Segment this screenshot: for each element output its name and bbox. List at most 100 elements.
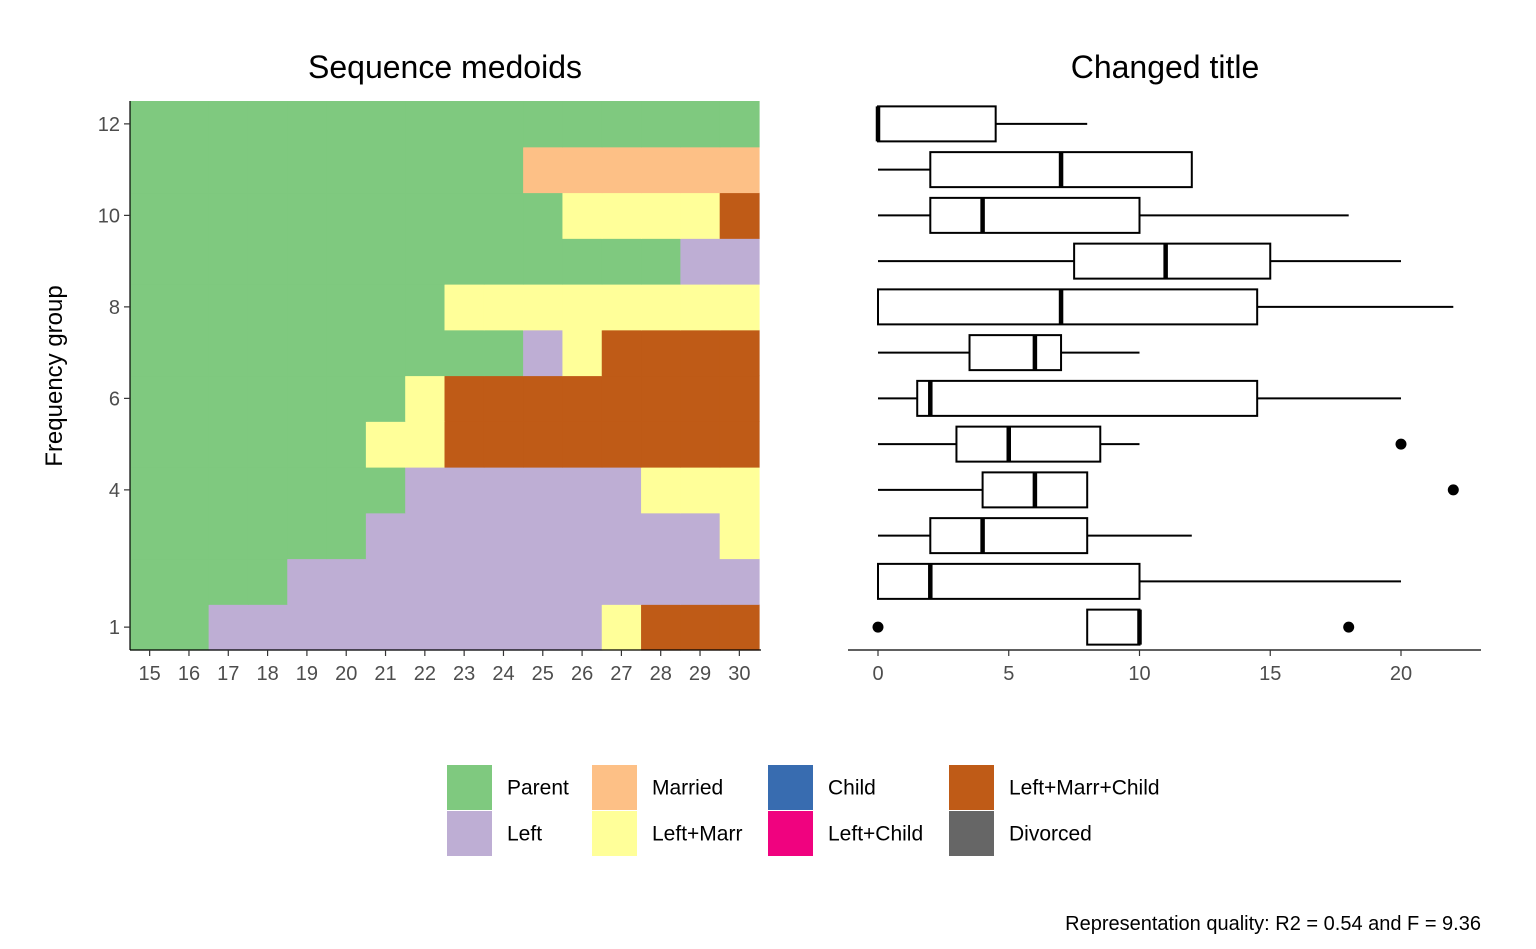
x-tick-label: 22	[414, 663, 436, 685]
heatmap-cell	[130, 375, 170, 422]
heatmap-cell	[562, 421, 603, 468]
heatmap-cell	[208, 329, 249, 377]
heatmap-cell	[444, 375, 485, 422]
heatmap-cell	[523, 101, 564, 148]
heatmap-cell	[326, 512, 367, 560]
heatmap-cell	[680, 238, 721, 285]
boxplot-group-9	[878, 242, 1401, 280]
heatmap-cell	[444, 558, 485, 605]
heatmap-cell	[680, 101, 721, 148]
heatmap-cell	[641, 101, 681, 148]
heatmap-cell	[405, 192, 446, 239]
heatmap-cell	[562, 604, 603, 651]
legend-item: Divorced	[949, 811, 1092, 856]
x-tick-label: 17	[217, 663, 239, 685]
outlier-point	[1447, 484, 1459, 496]
heatmap-cell	[287, 512, 328, 560]
heatmap-cell	[405, 604, 446, 651]
heatmap-cell	[130, 604, 170, 651]
legend-swatch	[592, 811, 637, 856]
legend-swatch	[768, 811, 813, 856]
heatmap-cell	[523, 512, 564, 560]
heatmap-cell	[130, 238, 170, 285]
heatmap-cell	[680, 467, 721, 514]
heatmap-cell	[641, 284, 681, 331]
heatmap-cell	[483, 512, 524, 560]
heatmap-cell	[169, 375, 210, 422]
x-tick-label: 28	[650, 663, 672, 685]
x-tick-label: 0	[872, 663, 883, 685]
box	[1073, 242, 1272, 280]
heatmap-cell	[719, 329, 760, 377]
box	[877, 105, 997, 143]
heatmap-cell	[680, 421, 721, 468]
heatmap-cell	[326, 421, 367, 468]
heatmap-cell	[405, 284, 446, 331]
heatmap-cell	[601, 238, 642, 285]
heatmap-cell	[247, 558, 288, 605]
heatmap-cell	[444, 238, 485, 285]
heatmap-cell	[601, 329, 642, 377]
legend-label: Married	[652, 777, 723, 800]
heatmap-cell	[169, 192, 210, 239]
legend: Parent Left Married Left+Marr Child Left+Chil…	[447, 765, 1160, 856]
heatmap-cells	[130, 101, 760, 651]
heatmap-cell	[444, 421, 485, 468]
heatmap-cell	[601, 192, 642, 239]
legend-label: Divorced	[1009, 823, 1092, 846]
heatmap-cell	[169, 512, 210, 560]
heatmap-cell	[523, 375, 564, 422]
heatmap-cell	[405, 512, 446, 560]
x-tick-label: 20	[1390, 663, 1412, 685]
heatmap-cell	[405, 329, 446, 377]
x-tick-label: 15	[1259, 663, 1281, 685]
box	[1086, 608, 1141, 646]
boxplot-group-7	[878, 334, 1140, 372]
heatmap-cell	[130, 146, 170, 194]
heatmap-cell	[287, 192, 328, 239]
boxplot-group-4	[878, 471, 1459, 509]
heatmap-cell	[365, 604, 406, 651]
box	[929, 196, 1141, 234]
heatmap-cell	[523, 146, 564, 194]
heatmap-cell	[641, 512, 681, 560]
heatmap-cell	[523, 558, 564, 605]
heatmap-cell	[680, 146, 721, 194]
legend-swatch	[768, 765, 813, 810]
heatmap-cell	[483, 284, 524, 331]
box	[877, 288, 1259, 326]
boxplot-group-12	[875, 105, 1088, 143]
box	[968, 334, 1063, 372]
heatmap-cell	[326, 192, 367, 239]
heatmap-cell	[601, 146, 642, 194]
heatmap-cell	[405, 421, 446, 468]
heatmap-cell	[719, 101, 760, 148]
heatmap-cell	[562, 329, 603, 377]
heatmap-cell	[641, 329, 681, 377]
boxplot-group-2	[877, 562, 1401, 600]
heatmap-cell	[719, 558, 760, 605]
y-tick-label: 1	[109, 617, 120, 639]
heatmap-cell	[680, 512, 721, 560]
x-tick-label: 21	[374, 663, 396, 685]
heatmap-cell	[130, 284, 170, 331]
heatmap-cell	[130, 421, 170, 468]
legend-label: Child	[828, 777, 876, 800]
heatmap-cell	[169, 284, 210, 331]
heatmap-cell	[405, 467, 446, 514]
heatmap-cell	[444, 329, 485, 377]
heatmap-cell	[680, 604, 721, 651]
heatmap-cell	[523, 192, 564, 239]
boxplot-panel-title: Changed title	[1071, 49, 1260, 85]
boxplot-group-5	[878, 425, 1407, 463]
heatmap-cell	[483, 329, 524, 377]
heatmap-cell	[208, 238, 249, 285]
heatmap-cell	[169, 329, 210, 377]
heatmap-cell	[326, 146, 367, 194]
heatmap-cell	[483, 238, 524, 285]
heatmap-cell	[169, 421, 210, 468]
heatmap-cell	[208, 558, 249, 605]
heatmap-cell	[208, 192, 249, 239]
heatmap-cell	[326, 101, 367, 148]
